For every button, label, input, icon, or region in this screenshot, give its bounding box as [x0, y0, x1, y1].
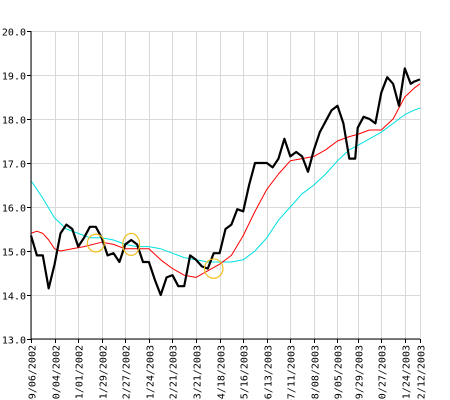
x-tick-label: 11/24/2003 — [402, 345, 413, 400]
annotation-ellipse — [122, 232, 141, 256]
x-tick-label: 07/11/2003 — [287, 345, 298, 400]
x-tick-label: 03/21/2003 — [193, 345, 204, 400]
x-tick-label: 09/06/2002 — [28, 345, 39, 400]
y-axis-ticks: 13.0 14.0 15.0 16.0 17.0 18.0 19.0 20.0 — [2, 28, 31, 347]
y-tick-label: 17.0 — [2, 160, 26, 171]
y-tick-label: 20.0 — [2, 28, 26, 39]
x-tick-label: 11/01/2002 — [75, 345, 86, 400]
x-tick-label: 05/16/2003 — [240, 345, 251, 400]
annotation-ellipse — [86, 233, 105, 253]
x-tick-label: 12/12/2003 — [417, 345, 428, 400]
x-tick-label: 09/29/2003 — [355, 345, 366, 400]
y-tick-label: 18.0 — [2, 116, 26, 127]
y-tick-label: 14.0 — [2, 292, 26, 303]
x-tick-label: 01/24/2003 — [146, 345, 157, 400]
y-tick-label: 15.0 — [2, 248, 26, 259]
x-tick-label: 10/04/2002 — [52, 345, 63, 400]
x-tick-label: 11/29/2002 — [99, 345, 110, 400]
series-layer — [29, 67, 421, 297]
x-tick-label: 09/05/2003 — [334, 345, 345, 400]
x-tick-label: 10/27/2003 — [378, 345, 389, 400]
x-tick-label: 04/18/2003 — [217, 345, 228, 400]
y-tick-label: 13.0 — [2, 336, 26, 347]
x-tick-label: 08/08/2003 — [311, 345, 322, 400]
plot-background — [31, 31, 420, 339]
annotation-layer — [86, 232, 224, 279]
x-tick-label: 06/13/2003 — [264, 345, 275, 400]
moving-average-long-line — [30, 107, 421, 263]
x-tick-label: 12/27/2002 — [122, 345, 133, 400]
y-tick-label: 16.0 — [2, 204, 26, 215]
price-line — [29, 67, 421, 297]
x-axis-ticks: 09/06/2002 10/04/2002 11/01/2002 11/29/2002… — [28, 339, 428, 400]
y-tick-label: 19.0 — [2, 72, 26, 83]
x-tick-label: 02/21/2003 — [169, 345, 180, 400]
annotation-ellipse — [203, 258, 224, 279]
